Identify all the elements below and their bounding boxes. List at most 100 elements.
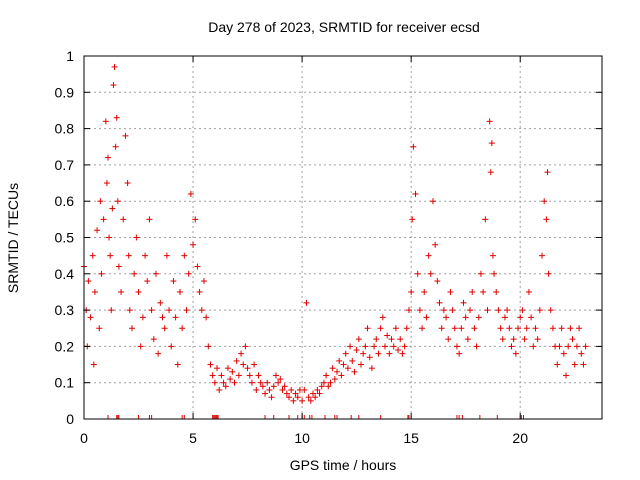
data-point xyxy=(200,278,207,285)
data-point xyxy=(484,307,491,314)
data-point xyxy=(536,307,543,314)
data-point xyxy=(159,314,166,321)
data-point xyxy=(238,350,245,357)
data-point xyxy=(371,343,378,350)
data-point xyxy=(384,332,391,339)
data-point xyxy=(368,365,375,372)
data-point xyxy=(388,336,395,343)
data-point xyxy=(111,63,118,70)
data-point xyxy=(582,343,589,350)
data-point xyxy=(106,234,113,241)
data-point xyxy=(279,386,286,393)
data-point xyxy=(174,361,181,368)
data-point xyxy=(521,336,528,343)
data-point xyxy=(576,325,583,332)
data-point xyxy=(480,288,487,295)
data-point xyxy=(580,361,587,368)
data-point xyxy=(170,278,177,285)
data-point xyxy=(314,386,321,393)
data-point xyxy=(248,379,255,386)
data-point xyxy=(506,325,513,332)
data-point xyxy=(150,336,157,343)
data-point xyxy=(329,365,336,372)
data-point xyxy=(135,288,142,295)
data-point xyxy=(292,390,299,397)
data-point xyxy=(176,288,183,295)
data-point xyxy=(373,336,380,343)
data-point xyxy=(179,325,186,332)
data-point xyxy=(414,270,421,277)
data-point xyxy=(294,394,301,401)
data-point xyxy=(286,394,293,401)
data-point xyxy=(288,386,295,393)
data-point xyxy=(305,394,312,401)
data-point xyxy=(340,361,347,368)
data-point xyxy=(375,350,382,357)
data-point xyxy=(152,270,159,277)
data-point xyxy=(347,343,354,350)
data-point xyxy=(495,307,502,314)
data-point xyxy=(312,394,319,401)
data-point xyxy=(381,343,388,350)
data-point xyxy=(281,383,288,390)
data-point xyxy=(504,307,511,314)
data-point xyxy=(229,368,236,375)
data-point xyxy=(94,227,101,234)
y-tick-label: 1 xyxy=(66,48,74,64)
data-point xyxy=(172,314,179,321)
data-point xyxy=(323,372,330,379)
data-point xyxy=(469,288,476,295)
data-point xyxy=(567,325,574,332)
data-point xyxy=(395,347,402,354)
data-point xyxy=(486,118,493,125)
data-point xyxy=(142,252,149,259)
data-point xyxy=(438,325,445,332)
data-point xyxy=(558,325,565,332)
data-point xyxy=(517,314,524,321)
data-point xyxy=(181,252,188,259)
data-point xyxy=(194,263,201,270)
data-point xyxy=(262,390,269,397)
data-point xyxy=(390,343,397,350)
data-point xyxy=(349,357,356,364)
data-point xyxy=(453,343,460,350)
data-point xyxy=(196,288,203,295)
data-point xyxy=(451,325,458,332)
data-point xyxy=(87,314,94,321)
y-tick-label: 0.5 xyxy=(55,230,75,246)
data-point xyxy=(473,343,480,350)
data-point xyxy=(549,325,556,332)
data-point xyxy=(108,307,115,314)
data-point xyxy=(183,307,190,314)
data-point xyxy=(351,368,358,375)
data-point xyxy=(331,376,338,383)
data-point xyxy=(515,325,522,332)
data-point xyxy=(205,343,212,350)
data-point xyxy=(523,325,530,332)
data-point xyxy=(458,325,465,332)
data-point xyxy=(532,325,539,332)
data-point xyxy=(214,365,221,372)
data-point xyxy=(299,397,306,404)
data-point xyxy=(571,361,578,368)
data-point xyxy=(104,154,111,161)
data-point xyxy=(353,347,360,354)
data-point xyxy=(100,216,107,223)
data-point xyxy=(126,307,133,314)
data-point xyxy=(482,216,489,223)
data-point xyxy=(222,383,229,390)
data-point xyxy=(434,278,441,285)
data-point xyxy=(244,365,251,372)
data-point xyxy=(307,397,314,404)
data-point xyxy=(198,307,205,314)
data-point xyxy=(120,216,127,223)
data-point xyxy=(114,198,121,205)
data-point xyxy=(133,234,140,241)
data-point xyxy=(255,372,262,379)
y-tick-label: 0.7 xyxy=(55,157,75,173)
y-axis-label: SRMTID / TECUs xyxy=(5,183,21,293)
data-point xyxy=(122,132,129,139)
data-point xyxy=(565,343,572,350)
data-point xyxy=(497,325,504,332)
